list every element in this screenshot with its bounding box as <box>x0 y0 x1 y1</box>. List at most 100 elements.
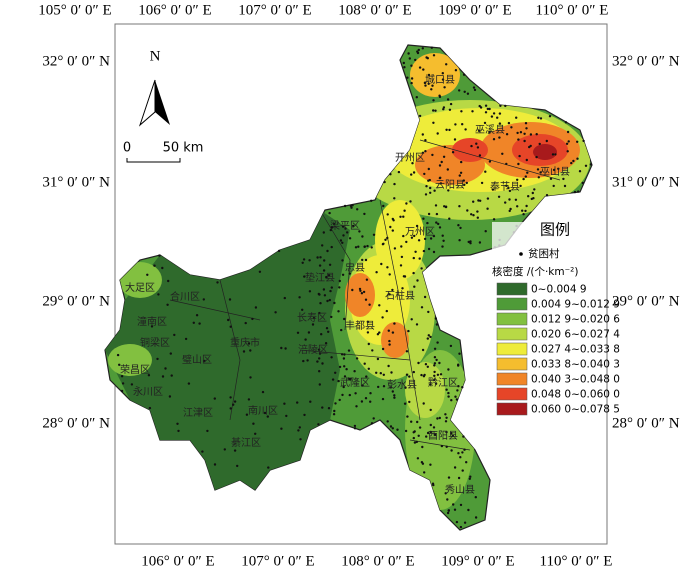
village-point <box>318 264 322 267</box>
village-point <box>416 457 420 460</box>
legend-swatch <box>496 312 528 326</box>
village-point <box>387 329 390 332</box>
village-point <box>405 373 409 376</box>
village-point <box>267 466 270 469</box>
village-point <box>535 133 538 136</box>
village-point <box>383 180 386 184</box>
village-point <box>312 316 316 320</box>
village-point <box>524 175 527 178</box>
village-point <box>518 154 521 158</box>
village-point <box>351 288 354 292</box>
village-point <box>370 199 373 202</box>
village-point <box>468 477 471 480</box>
village-point <box>459 525 463 529</box>
village-point <box>466 92 470 95</box>
village-point <box>330 315 333 319</box>
village-point <box>213 397 216 400</box>
village-point <box>446 98 450 101</box>
village-point <box>161 266 164 270</box>
village-point <box>425 435 428 438</box>
village-point <box>444 492 447 495</box>
village-point <box>470 144 473 148</box>
village-point <box>254 306 258 309</box>
village-point <box>176 422 179 425</box>
village-point <box>438 94 441 97</box>
village-point <box>429 408 432 412</box>
village-point <box>192 321 195 324</box>
district-label: 垫江县 <box>305 271 335 284</box>
village-point <box>408 375 411 378</box>
village-point <box>299 438 302 441</box>
village-point <box>486 197 490 200</box>
district-label: 开州区 <box>395 152 425 164</box>
village-point <box>410 236 414 239</box>
village-point <box>274 311 277 314</box>
density-patch <box>533 144 557 160</box>
village-point <box>457 385 460 388</box>
village-point <box>426 365 429 368</box>
legend-class-label: 0.040 3~0.048 0 <box>531 374 620 386</box>
village-point <box>390 371 393 374</box>
village-point <box>303 275 306 278</box>
village-point <box>459 503 463 507</box>
village-point <box>427 212 431 216</box>
village-point <box>316 360 319 363</box>
village-point <box>388 343 391 346</box>
village-point <box>369 400 372 403</box>
village-point <box>311 323 315 326</box>
village-point <box>318 357 321 360</box>
village-point <box>529 133 533 136</box>
village-point <box>328 211 331 215</box>
village-point <box>326 249 329 253</box>
village-point <box>446 168 449 171</box>
legend-class-label: 0.060 0~0.078 5 <box>531 404 620 416</box>
village-point <box>302 359 305 363</box>
village-point <box>438 361 441 365</box>
village-point <box>343 353 346 356</box>
village-point <box>184 337 188 341</box>
village-point <box>427 167 430 171</box>
village-point <box>429 430 432 434</box>
village-point <box>351 204 354 207</box>
village-point <box>354 246 358 249</box>
village-point <box>414 250 417 253</box>
village-point <box>168 395 172 398</box>
village-point <box>535 155 538 159</box>
village-point <box>424 84 427 87</box>
village-point <box>328 298 331 302</box>
district-label: 石柱县 <box>385 289 415 302</box>
village-point <box>164 367 167 370</box>
village-point <box>537 176 540 179</box>
village-point <box>388 273 391 276</box>
legend-class-label: 0.027 4~0.033 8 <box>531 344 620 356</box>
village-point <box>130 383 134 386</box>
village-point <box>478 241 482 244</box>
village-point <box>364 298 368 301</box>
village-point <box>380 262 383 266</box>
village-point <box>317 423 320 426</box>
village-point <box>370 246 373 249</box>
legend-class-label: 0.048 0~0.060 0 <box>531 389 620 401</box>
village-point <box>578 170 582 173</box>
village-point <box>227 318 230 322</box>
village-point <box>399 264 403 267</box>
village-point <box>456 389 459 392</box>
village-point <box>261 390 265 394</box>
village-point <box>447 395 450 398</box>
village-point <box>342 234 345 237</box>
district-label: 潼南区 <box>137 315 167 328</box>
village-point <box>447 476 451 479</box>
village-point <box>412 431 415 434</box>
village-point <box>452 503 455 506</box>
village-point <box>517 162 520 166</box>
village-point <box>451 434 455 438</box>
village-point <box>467 240 470 244</box>
village-point <box>584 164 588 167</box>
village-point <box>363 212 366 216</box>
legend-swatch <box>496 282 528 296</box>
village-point <box>406 76 409 79</box>
density-patch <box>108 344 152 376</box>
village-point <box>466 209 469 212</box>
village-point <box>483 121 487 125</box>
village-point <box>337 379 340 383</box>
